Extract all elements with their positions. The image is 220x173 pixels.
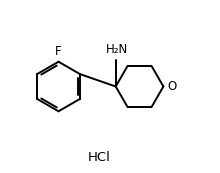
Text: F: F [55,45,62,58]
Text: HCl: HCl [88,151,110,163]
Text: H₂N: H₂N [106,43,128,56]
Text: O: O [167,80,176,93]
